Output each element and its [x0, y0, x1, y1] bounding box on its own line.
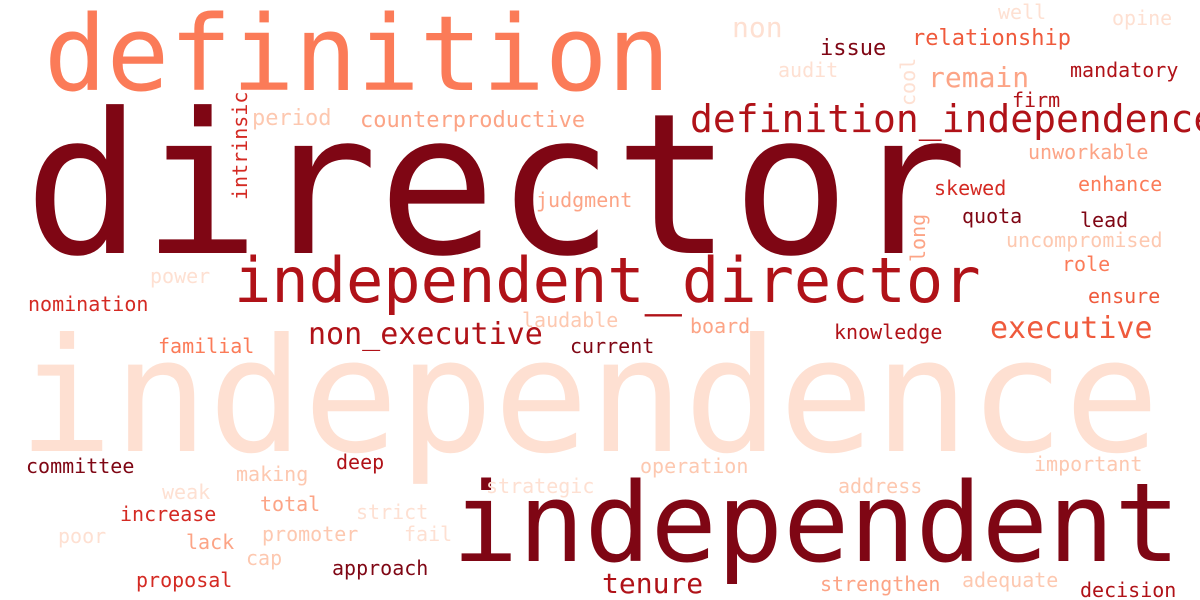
- word-intrinsic: intrinsic: [228, 91, 252, 200]
- word-director: director: [24, 72, 969, 300]
- word-firm: firm: [1012, 88, 1061, 112]
- word-non: non: [732, 11, 783, 44]
- word-current: current: [570, 334, 655, 358]
- word-enhance: enhance: [1078, 172, 1163, 196]
- word-strengthen: strengthen: [820, 572, 941, 596]
- word-power: power: [150, 264, 211, 288]
- word-cap: cap: [246, 546, 283, 570]
- word-well: well: [998, 0, 1047, 24]
- word-audit: audit: [778, 58, 839, 82]
- word-ensure: ensure: [1088, 284, 1161, 308]
- word-poor: poor: [58, 524, 107, 548]
- word-relationship: relationship: [912, 26, 1071, 51]
- word-strict: strict: [356, 500, 429, 524]
- word-operation: operation: [640, 454, 749, 478]
- word-nomination: nomination: [28, 292, 149, 316]
- word-tenure: tenure: [602, 567, 704, 600]
- word-making: making: [236, 462, 309, 486]
- word-counterproductive: counterproductive: [360, 108, 586, 133]
- word-fail: fail: [404, 522, 453, 546]
- word-increase: increase: [120, 502, 217, 526]
- word-independent-director: independent_director: [234, 244, 981, 317]
- word-issue: issue: [820, 36, 887, 61]
- word-definition: definition: [44, 0, 671, 115]
- word-decision: decision: [1080, 578, 1177, 600]
- word-independence: independence: [18, 305, 1160, 489]
- word-address: address: [838, 474, 923, 498]
- word-long: long: [906, 213, 930, 262]
- word-deep: deep: [336, 450, 385, 474]
- word-judgment: judgment: [536, 188, 633, 212]
- word-mandatory: mandatory: [1070, 58, 1179, 82]
- word-skewed: skewed: [934, 176, 1007, 200]
- word-committee: committee: [26, 454, 135, 478]
- word-period: period: [252, 106, 332, 131]
- word-proposal: proposal: [136, 568, 233, 592]
- word-uncompromised: uncompromised: [1006, 228, 1163, 252]
- word-familial: familial: [158, 334, 255, 358]
- word-laudable: laudable: [522, 308, 619, 332]
- word-quota: quota: [962, 204, 1023, 228]
- word-opine: opine: [1112, 6, 1173, 30]
- word-non-executive: non_executive: [308, 317, 543, 352]
- word-definition-independence: definition_independence: [690, 97, 1200, 141]
- word-role: role: [1062, 252, 1111, 276]
- word-important: important: [1034, 452, 1143, 476]
- word-approach: approach: [332, 556, 429, 580]
- word-strategic: strategic: [486, 474, 595, 498]
- word-board: board: [690, 314, 751, 338]
- word-promoter: promoter: [262, 522, 359, 546]
- word-independent: independent: [452, 459, 1181, 587]
- word-adequate: adequate: [962, 568, 1059, 592]
- word-unworkable: unworkable: [1028, 140, 1149, 164]
- word-knowledge: knowledge: [834, 320, 943, 344]
- word-lead: lead: [1080, 208, 1129, 232]
- word-weak: weak: [162, 480, 211, 504]
- word-total: total: [260, 492, 321, 516]
- word-remain: remain: [928, 61, 1030, 94]
- word-cool: cool: [896, 57, 920, 106]
- word-executive: executive: [990, 311, 1153, 346]
- word-lack: lack: [186, 530, 235, 554]
